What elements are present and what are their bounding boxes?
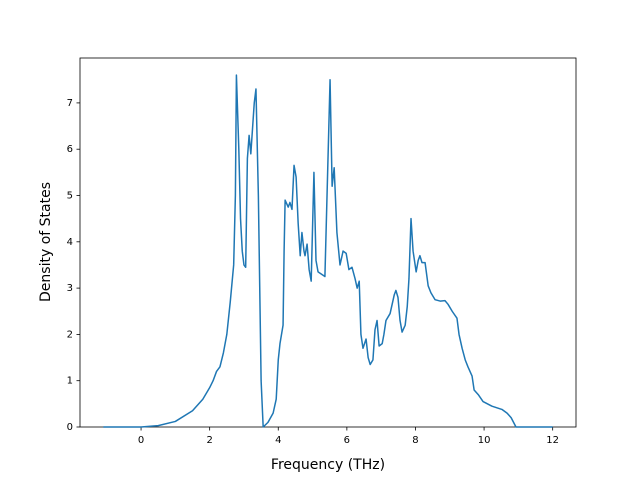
y-tick-label: 6 xyxy=(67,144,73,155)
x-tick-label: 6 xyxy=(344,435,350,446)
axes-frame xyxy=(79,57,577,428)
y-tick-label: 2 xyxy=(67,329,73,340)
y-tick-label: 5 xyxy=(67,191,73,202)
x-tick-label: 0 xyxy=(138,435,144,446)
y-tick-label: 3 xyxy=(67,283,73,294)
x-tick-label: 12 xyxy=(546,435,559,446)
y-axis-label: Density of States xyxy=(38,182,54,302)
line xyxy=(103,74,553,428)
x-tick-label: 4 xyxy=(275,435,281,446)
y-tick-label: 0 xyxy=(67,422,73,433)
x-axis-label: Frequency (THz) xyxy=(271,457,385,473)
x-tick-label: 2 xyxy=(206,435,212,446)
x-tick-label: 10 xyxy=(478,435,491,446)
y-tick-label: 1 xyxy=(67,376,73,387)
x-tick-label: 8 xyxy=(412,435,418,446)
y-tick-label: 4 xyxy=(67,237,73,248)
y-tick-label: 7 xyxy=(67,98,73,109)
